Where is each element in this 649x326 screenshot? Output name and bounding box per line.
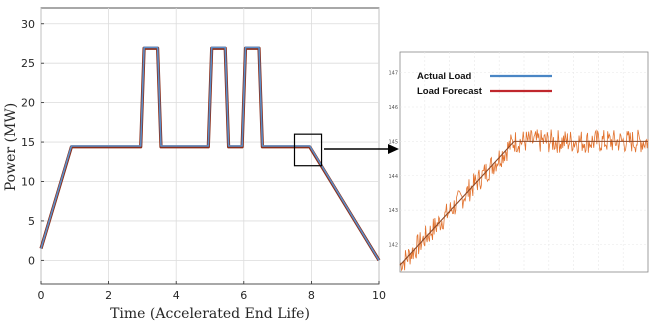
- x-tick-label: 0: [38, 289, 45, 302]
- y-tick-label: 25: [21, 57, 35, 70]
- inset-y-tick-label: 142: [388, 243, 398, 249]
- inset-ticks: 147 146 145 144 143 142: [388, 71, 398, 249]
- x-tick-label: 6: [240, 289, 247, 302]
- y-tick-label: 20: [21, 97, 35, 110]
- y-tick-label: 30: [21, 18, 35, 31]
- inset-y-tick-label: 147: [388, 71, 398, 77]
- inset-y-tick-label: 144: [388, 174, 398, 180]
- legend-entry-label: Actual Load: [417, 71, 472, 82]
- inset-chart: 147 146 145 144 143 142 Actual Load Load Fore…: [388, 52, 648, 272]
- inset-y-tick-label: 145: [388, 139, 398, 145]
- x-tick-label: 10: [372, 289, 386, 302]
- x-tick-label: 4: [173, 289, 180, 302]
- main-y-axis-label: Power (MW): [3, 103, 19, 191]
- y-tick-label: 15: [21, 136, 35, 149]
- y-tick-label: 0: [28, 254, 35, 267]
- y-tick-label: 5: [28, 215, 35, 228]
- legend-entry-label: Load Forecast: [417, 86, 483, 97]
- y-tick-label: 10: [21, 175, 35, 188]
- inset-y-tick-label: 146: [388, 105, 398, 111]
- inset-y-tick-label: 143: [388, 208, 398, 214]
- x-tick-label: 8: [308, 289, 315, 302]
- main-x-axis-label: Time (Accelerated End Life): [110, 306, 310, 322]
- x-tick-label: 2: [105, 289, 112, 302]
- main-chart: 0 2 4 6 8 10 0 5 10 15 20 25 30 Time (Accelerated En…: [3, 8, 386, 322]
